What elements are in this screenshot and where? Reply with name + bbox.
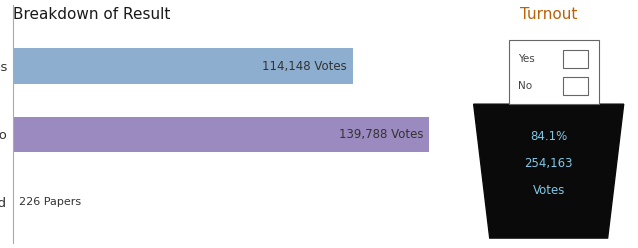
Text: 226 Papers: 226 Papers — [19, 197, 82, 207]
Bar — [563, 50, 588, 68]
Text: 114,148 Votes: 114,148 Votes — [262, 60, 346, 73]
Bar — [13, 49, 353, 84]
Text: 84.1%: 84.1% — [530, 130, 567, 143]
Text: Turnout: Turnout — [520, 7, 577, 22]
Text: Breakdown of Result: Breakdown of Result — [13, 7, 170, 22]
Text: No: No — [518, 81, 533, 91]
Text: 139,788 Votes: 139,788 Votes — [339, 128, 423, 141]
Polygon shape — [473, 104, 624, 238]
Text: Votes: Votes — [533, 185, 565, 197]
Text: 254,163: 254,163 — [524, 157, 573, 170]
Bar — [509, 40, 598, 104]
Bar — [563, 77, 588, 95]
Text: Yes: Yes — [518, 54, 535, 64]
Bar — [13, 117, 429, 152]
